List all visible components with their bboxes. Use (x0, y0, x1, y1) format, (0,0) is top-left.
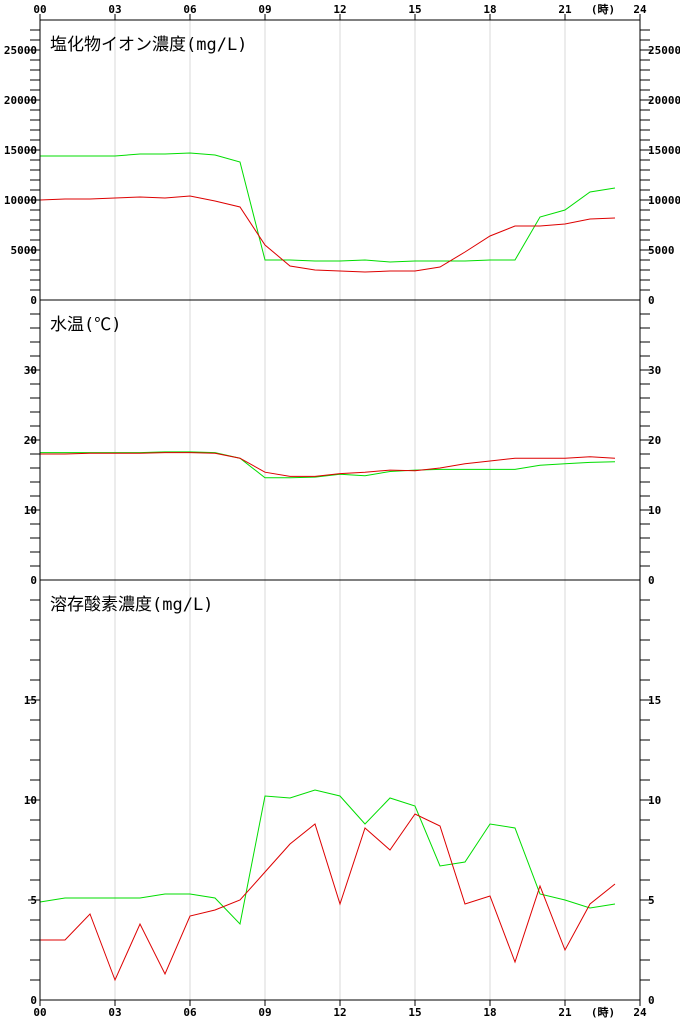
x-tick-label-bottom: 03 (108, 1006, 121, 1019)
x-tick-label-bottom: 24 (633, 1006, 647, 1019)
y-tick-label-right: 15 (648, 694, 661, 707)
x-tick-label-bottom: 12 (333, 1006, 346, 1019)
y-tick-label-right: 20 (648, 434, 661, 447)
x-tick-label-bottom: 00 (33, 1006, 46, 1019)
x-tick-label-top: 15 (408, 3, 421, 16)
y-tick-label-right: 15000 (648, 144, 680, 157)
y-tick-label-left: 15 (24, 694, 37, 707)
y-tick-label-left: 15000 (4, 144, 37, 157)
x-tick-label-bottom: 18 (483, 1006, 496, 1019)
y-tick-label-right: 10 (648, 504, 661, 517)
y-tick-label-left: 0 (30, 994, 37, 1007)
y-tick-label-right: 25000 (648, 44, 680, 57)
series-line-panel2-red (40, 452, 616, 477)
y-tick-label-left: 30 (24, 364, 37, 377)
y-tick-label-left: 25000 (4, 44, 37, 57)
x-tick-label-top: 18 (483, 3, 496, 16)
x-tick-label-top: 00 (33, 3, 46, 16)
x-tick-label-bottom: 21 (558, 1006, 572, 1019)
y-tick-label-left: 0 (30, 294, 37, 307)
x-tick-label-bottom: 09 (258, 1006, 271, 1019)
y-tick-label-left: 10 (24, 504, 37, 517)
x-tick-label-top: 12 (333, 3, 346, 16)
panel-title: 水温(℃) (50, 315, 121, 335)
panel-title: 塩化物イオン濃度(mg/L) (50, 35, 247, 55)
series-line-panel1-green (40, 152, 616, 263)
x-tick-label-top: 06 (183, 3, 197, 16)
series-line-panel2-green (40, 451, 616, 479)
y-tick-label-left: 0 (30, 574, 37, 587)
y-tick-label-right: 10000 (648, 194, 680, 207)
x-tick-label-bottom: 06 (183, 1006, 197, 1019)
y-tick-label-left: 5000 (11, 244, 38, 257)
series-line-panel3-red (40, 813, 616, 982)
x-tick-label-top: 09 (258, 3, 271, 16)
x-tick-label-top: 24 (633, 3, 647, 16)
y-tick-label-right: 0 (648, 994, 655, 1007)
x-unit-label-bottom: (時) (591, 1005, 615, 1019)
series-line-panel1-red (39, 195, 616, 273)
y-tick-label-right: 5000 (648, 244, 675, 257)
panel-title: 溶存酸素濃度(mg/L) (50, 595, 213, 615)
y-tick-label-right: 0 (648, 294, 655, 307)
y-tick-label-left: 20000 (4, 94, 37, 107)
y-tick-label-right: 20000 (648, 94, 680, 107)
x-tick-label-bottom: 15 (408, 1006, 421, 1019)
x-unit-label-top: (時) (591, 2, 615, 16)
y-tick-label-left: 10 (24, 794, 37, 807)
y-tick-label-right: 5 (648, 894, 655, 907)
y-tick-label-left: 10000 (4, 194, 37, 207)
y-tick-label-left: 5 (30, 894, 37, 907)
series-line-panel3-green (39, 789, 616, 926)
y-tick-label-right: 30 (648, 364, 661, 377)
y-tick-label-right: 0 (648, 574, 655, 587)
y-tick-label-right: 10 (648, 794, 661, 807)
x-tick-label-top: 03 (108, 3, 121, 16)
x-tick-label-top: 21 (558, 3, 572, 16)
y-tick-label-left: 20 (24, 434, 37, 447)
